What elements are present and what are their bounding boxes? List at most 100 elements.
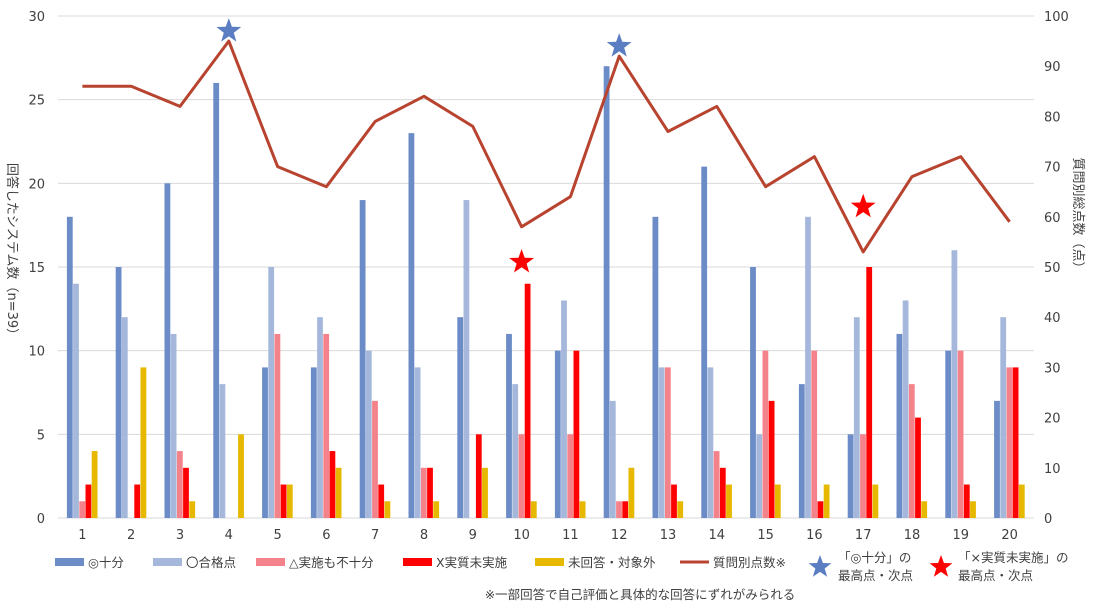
bar	[506, 333, 512, 518]
legend-label-mijisshi: X実質未実施	[436, 555, 508, 570]
y2-tick-label: 70	[1044, 161, 1061, 176]
bar	[378, 484, 385, 518]
bar	[872, 484, 879, 518]
x-tick-label: 4	[225, 528, 233, 543]
legend-label-fujubun: △実施も不十分	[289, 555, 374, 570]
bar	[1018, 484, 1025, 518]
legend: ◎十分 〇合格点 △実施も不十分 X実質未実施 未回答・対象外 質問別点数※ 「…	[55, 550, 1068, 583]
bar	[713, 451, 720, 518]
bar	[726, 484, 732, 518]
bar	[384, 501, 391, 518]
bar	[579, 501, 586, 518]
bar	[707, 367, 714, 518]
bar	[915, 417, 921, 518]
bar	[170, 333, 177, 518]
x-tick-label: 17	[855, 528, 872, 543]
x-tick-label: 1	[78, 528, 86, 543]
x-tick-label: 19	[953, 528, 970, 543]
bar	[482, 467, 488, 518]
bar	[79, 501, 86, 518]
legend-swatch-mikaitou	[535, 558, 564, 566]
line-series	[82, 39, 1011, 254]
x-tick-label: 20	[1001, 528, 1018, 543]
bar	[616, 501, 622, 518]
bar	[902, 300, 909, 518]
legend-label-star-blue-2: 最高点・次点	[838, 568, 913, 583]
bar	[524, 283, 531, 518]
bar	[622, 501, 629, 518]
bar	[567, 434, 574, 518]
y2-axis-title: 質問別総点数（点）	[1070, 157, 1085, 274]
star-marker-icon	[216, 18, 242, 42]
bar	[951, 250, 958, 518]
legend-swatch-fujubun	[256, 558, 285, 566]
bar	[183, 467, 189, 518]
x-tick-label: 10	[513, 528, 530, 543]
y-tick-label: 25	[28, 94, 45, 109]
y-tick-label: 10	[28, 345, 45, 360]
bar	[85, 484, 92, 518]
x-tick-label: 6	[322, 528, 330, 543]
bar	[756, 434, 763, 518]
y2-tick-label: 40	[1044, 311, 1061, 326]
x-tick-label: 7	[371, 528, 379, 543]
star-markers	[216, 18, 876, 273]
bar	[573, 350, 580, 518]
y2-tick-label: 50	[1044, 261, 1061, 276]
legend-swatch-goukaku	[153, 558, 182, 566]
bar	[317, 317, 323, 518]
x-tick-label: 12	[611, 528, 628, 543]
legend-star-red-icon	[929, 555, 953, 577]
legend-label-mikaitou: 未回答・対象外	[568, 555, 656, 570]
y2-tick-label: 10	[1044, 462, 1061, 477]
bar	[433, 501, 440, 518]
y-tick-label: 0	[37, 512, 45, 527]
x-tick-label: 11	[562, 528, 579, 543]
bar	[414, 367, 421, 518]
bar	[219, 384, 226, 518]
x-tick-label: 2	[127, 528, 135, 543]
bar	[262, 367, 268, 518]
bar	[921, 501, 928, 518]
bar	[310, 367, 317, 518]
y2-tick-label: 60	[1044, 211, 1061, 226]
bar	[908, 384, 915, 518]
bar	[372, 400, 378, 518]
bar	[561, 300, 567, 518]
bar	[554, 350, 561, 518]
bar	[1012, 367, 1019, 518]
bar	[798, 384, 805, 518]
bar	[896, 333, 903, 518]
bar	[268, 267, 275, 518]
bar	[335, 467, 342, 518]
bar	[213, 82, 220, 518]
bar	[817, 501, 824, 518]
star-marker-icon	[606, 33, 632, 57]
bar	[73, 283, 79, 518]
bar	[323, 333, 330, 518]
bar	[847, 434, 854, 518]
y-tick-label: 20	[28, 177, 45, 192]
x-tick-label: 14	[709, 528, 726, 543]
bar	[176, 451, 183, 518]
bar	[121, 317, 128, 518]
star-marker-icon	[850, 193, 876, 218]
bar	[518, 434, 525, 518]
bar	[609, 400, 616, 518]
bar	[945, 350, 952, 518]
bar	[457, 317, 464, 518]
bar	[140, 367, 147, 518]
bar	[238, 434, 244, 518]
bar-series	[66, 66, 1025, 519]
bar	[274, 333, 281, 518]
bar	[164, 183, 171, 519]
bar	[866, 267, 873, 518]
y-tick-label: 5	[37, 428, 45, 443]
legend-label-star-red-2: 最高点・次点	[958, 568, 1033, 583]
legend-label-star-blue-1: 「◎十分」の	[838, 550, 911, 565]
bar	[91, 451, 98, 518]
bar	[280, 484, 287, 518]
bar	[189, 501, 196, 518]
bar	[1000, 317, 1007, 518]
